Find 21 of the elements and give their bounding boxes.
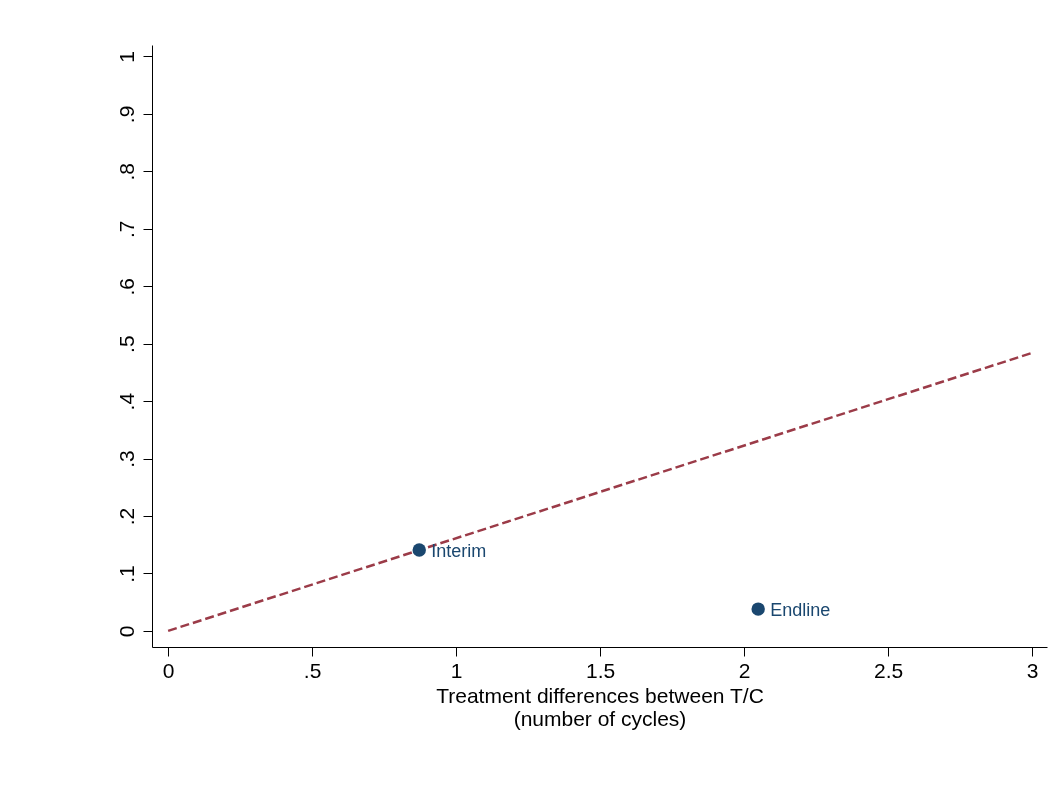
y-tick-label: .2 <box>114 507 138 526</box>
x-tick-label: 1.5 <box>585 658 616 682</box>
x-tick-label: 0 <box>162 658 175 682</box>
annotation: Endline <box>770 600 831 621</box>
x-tick-label: 2 <box>738 658 751 682</box>
y-tick-label: 1 <box>114 51 138 63</box>
y-tick-label: .4 <box>114 392 138 411</box>
y-tick-label: .5 <box>114 335 138 353</box>
annotation: Interim <box>431 540 487 561</box>
y-tick-label: .3 <box>114 450 138 468</box>
x-tick-label: 2.5 <box>873 658 904 682</box>
x-tick-label: 1 <box>450 658 463 682</box>
y-tick-label: .7 <box>114 220 138 239</box>
y-tick-label: .1 <box>114 565 138 583</box>
x-tick-label: .5 <box>303 658 322 682</box>
y-tick-label: 0 <box>114 625 138 638</box>
x-axis-title: Treatment differences between T/C (number of cycles) <box>436 683 764 730</box>
y-tick-label: .9 <box>114 105 138 124</box>
y-tick-label: .6 <box>114 278 138 296</box>
y-tick-label: .8 <box>114 163 138 181</box>
x-tick-label: 3 <box>1026 658 1039 682</box>
